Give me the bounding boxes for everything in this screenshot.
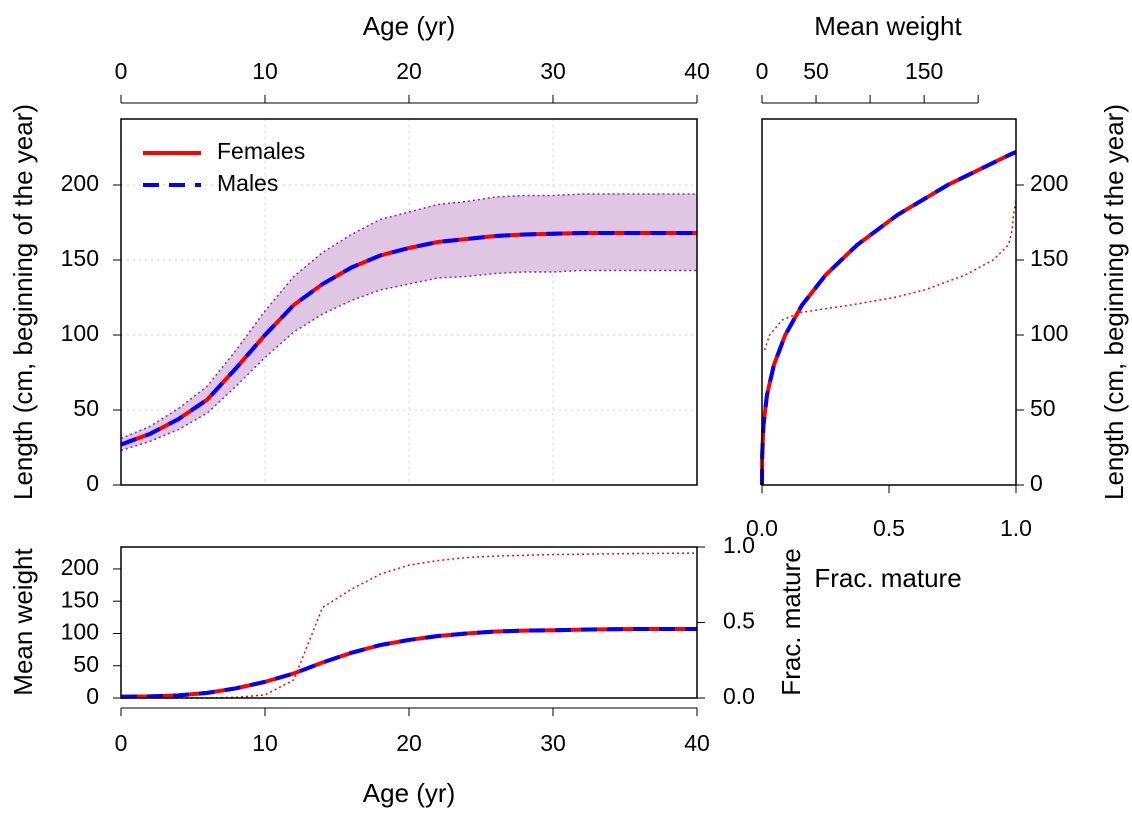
x-tick-label: 30 xyxy=(540,730,566,756)
y-tick-label: 0 xyxy=(86,470,99,496)
series-line xyxy=(763,199,1017,351)
y-axis-title: Length (cm, beginning of the year) xyxy=(8,104,38,500)
x-tick-label: 40 xyxy=(684,58,710,84)
plot-frame xyxy=(120,546,698,699)
x-tick-label: 0.0 xyxy=(746,515,778,541)
y-tick-label: 150 xyxy=(61,245,99,271)
legend-label: Males xyxy=(217,170,278,196)
x-axis-title: Age (yr) xyxy=(363,778,455,808)
x-tick-label: 50 xyxy=(803,58,829,84)
y-tick-label: 100 xyxy=(1030,320,1068,346)
y-axis-title: Mean weight xyxy=(8,548,38,696)
x-tick-label: 0 xyxy=(115,58,128,84)
y-tick-label: 100 xyxy=(61,619,99,645)
series-line xyxy=(760,150,1017,486)
y-tick-label: 0 xyxy=(1030,470,1043,496)
x-tick-label: 150 xyxy=(905,58,943,84)
x-tick-label: 0.5 xyxy=(873,515,905,541)
x-axis-title: Age (yr) xyxy=(363,11,455,41)
y-tick-label: 200 xyxy=(61,170,99,196)
y-tick-label: 200 xyxy=(1030,170,1068,196)
legend-label: Females xyxy=(217,138,305,164)
y2-axis-title: Frac. mature xyxy=(776,548,806,695)
x-tick-label: 40 xyxy=(684,730,710,756)
series-line xyxy=(120,231,697,447)
series-line xyxy=(120,626,697,699)
x-tick-label: 0 xyxy=(115,730,128,756)
x-axis-title: Mean weight xyxy=(814,11,962,41)
y-tick-label: 50 xyxy=(73,651,99,677)
y-tick-label: 0 xyxy=(86,683,99,709)
band-lower xyxy=(120,269,697,452)
band-area xyxy=(121,194,697,451)
y-tick-label: 150 xyxy=(1030,245,1068,271)
series-line xyxy=(121,552,698,699)
y-tick-label: 200 xyxy=(61,554,99,580)
x-tick-label: 30 xyxy=(540,58,566,84)
y-tick-label: 100 xyxy=(61,320,99,346)
y-tick-label: 0.5 xyxy=(723,608,755,634)
x-tick-label: 10 xyxy=(252,58,278,84)
x-tick-label: 20 xyxy=(396,58,422,84)
series-line xyxy=(760,150,1017,486)
x-tick-label: 10 xyxy=(252,730,278,756)
x2-axis-title: Frac. mature xyxy=(814,563,961,593)
x-tick-label: 0 xyxy=(756,58,769,84)
y-tick-label: 50 xyxy=(73,395,99,421)
y-tick-label: 1.0 xyxy=(723,532,755,558)
y-tick-label: 0.0 xyxy=(723,683,755,709)
y-axis-title: Length (cm, beginning of the year) xyxy=(1099,104,1129,500)
x-tick-label: 1.0 xyxy=(1000,515,1032,541)
y-tick-label: 50 xyxy=(1030,395,1056,421)
plot-frame xyxy=(761,118,1017,486)
x-tick-label: 20 xyxy=(396,730,422,756)
y-tick-label: 150 xyxy=(61,586,99,612)
